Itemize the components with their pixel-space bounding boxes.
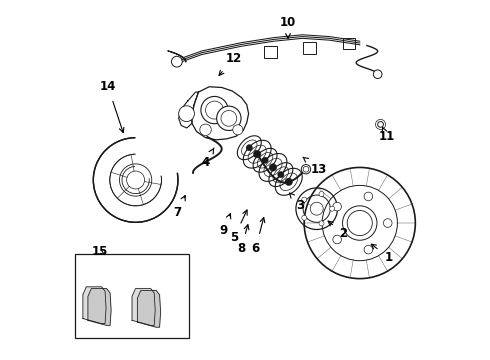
Circle shape <box>343 206 377 240</box>
Circle shape <box>373 70 382 78</box>
Text: 14: 14 <box>100 80 124 132</box>
Circle shape <box>364 192 373 201</box>
Circle shape <box>253 150 261 158</box>
Text: 15: 15 <box>92 245 108 258</box>
Text: 13: 13 <box>303 157 327 176</box>
Circle shape <box>383 219 392 227</box>
Circle shape <box>319 221 324 226</box>
Text: 6: 6 <box>252 217 265 255</box>
Circle shape <box>319 192 324 197</box>
Polygon shape <box>137 291 161 327</box>
Circle shape <box>278 171 284 178</box>
Text: 8: 8 <box>237 225 249 255</box>
Text: 3: 3 <box>290 193 305 212</box>
Text: 11: 11 <box>379 127 395 144</box>
Circle shape <box>378 122 383 127</box>
Circle shape <box>179 106 195 122</box>
Circle shape <box>333 202 342 211</box>
Circle shape <box>200 124 211 135</box>
Circle shape <box>364 245 373 254</box>
Circle shape <box>301 165 311 174</box>
Text: 1: 1 <box>371 244 392 264</box>
Circle shape <box>302 215 307 220</box>
Circle shape <box>269 164 277 171</box>
Text: 10: 10 <box>280 16 296 38</box>
Circle shape <box>126 171 145 189</box>
Circle shape <box>330 206 335 211</box>
Text: 9: 9 <box>220 214 231 237</box>
Text: 2: 2 <box>328 221 348 240</box>
Polygon shape <box>192 87 248 140</box>
Circle shape <box>310 202 323 215</box>
Circle shape <box>302 197 307 202</box>
Circle shape <box>285 178 293 185</box>
Polygon shape <box>88 289 111 325</box>
Polygon shape <box>132 289 155 325</box>
Polygon shape <box>83 287 106 324</box>
Bar <box>74 253 190 338</box>
Circle shape <box>217 106 241 131</box>
Bar <box>264 46 276 58</box>
Text: 4: 4 <box>201 148 214 168</box>
Polygon shape <box>136 134 181 180</box>
Polygon shape <box>179 92 198 128</box>
Circle shape <box>201 96 228 124</box>
Circle shape <box>246 145 252 151</box>
Text: 5: 5 <box>230 210 247 244</box>
Circle shape <box>333 235 342 244</box>
Circle shape <box>172 56 182 67</box>
Circle shape <box>262 157 268 163</box>
Text: 12: 12 <box>219 51 242 76</box>
Circle shape <box>233 125 243 135</box>
Bar <box>343 38 355 49</box>
Bar <box>303 42 316 54</box>
Text: 7: 7 <box>173 195 185 219</box>
